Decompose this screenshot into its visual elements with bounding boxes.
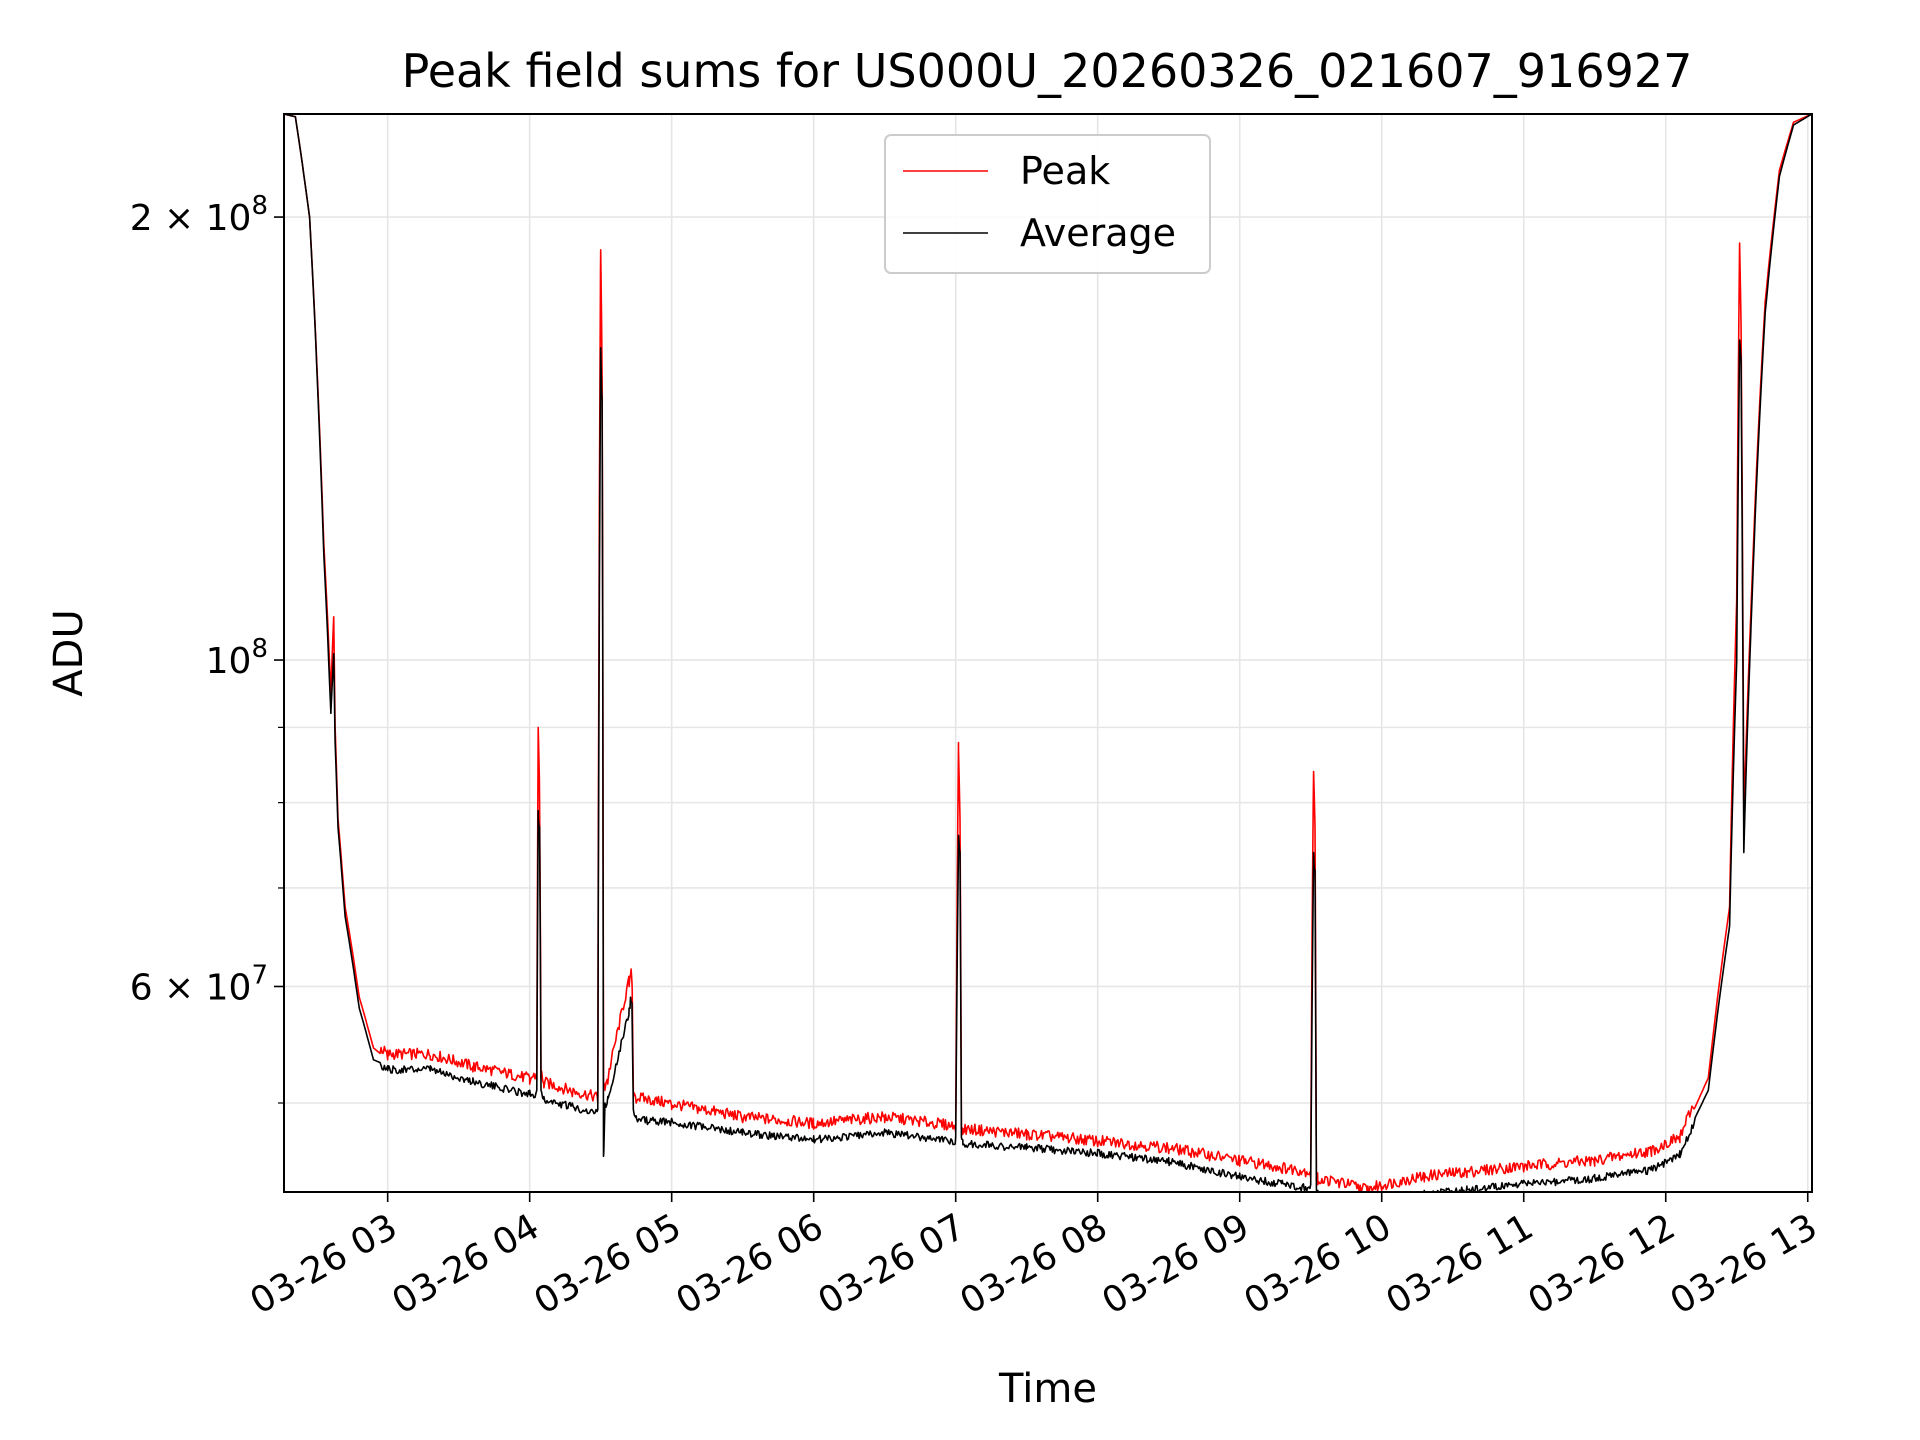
legend-average-label: Average xyxy=(1020,211,1176,255)
grid-layer xyxy=(284,114,1812,1192)
legend: Peak Average xyxy=(884,134,1211,274)
series-line-peak xyxy=(284,114,1812,1192)
y-tick-label: 108 xyxy=(206,634,268,682)
y-tick-label: 6 × 107 xyxy=(130,960,268,1008)
series-layer xyxy=(284,114,1812,1192)
series-line-average xyxy=(284,114,1812,1192)
legend-box xyxy=(884,134,1211,274)
chart-title: Peak field sums for US000U_20260326_0216… xyxy=(402,44,1693,98)
plot-frame xyxy=(283,113,1813,1193)
legend-peak-label: Peak xyxy=(1020,149,1110,193)
x-axis-label: Time xyxy=(998,1366,1097,1412)
y-tick-label: 2 × 108 xyxy=(130,191,268,239)
y-axis-label: ADU xyxy=(46,609,92,696)
